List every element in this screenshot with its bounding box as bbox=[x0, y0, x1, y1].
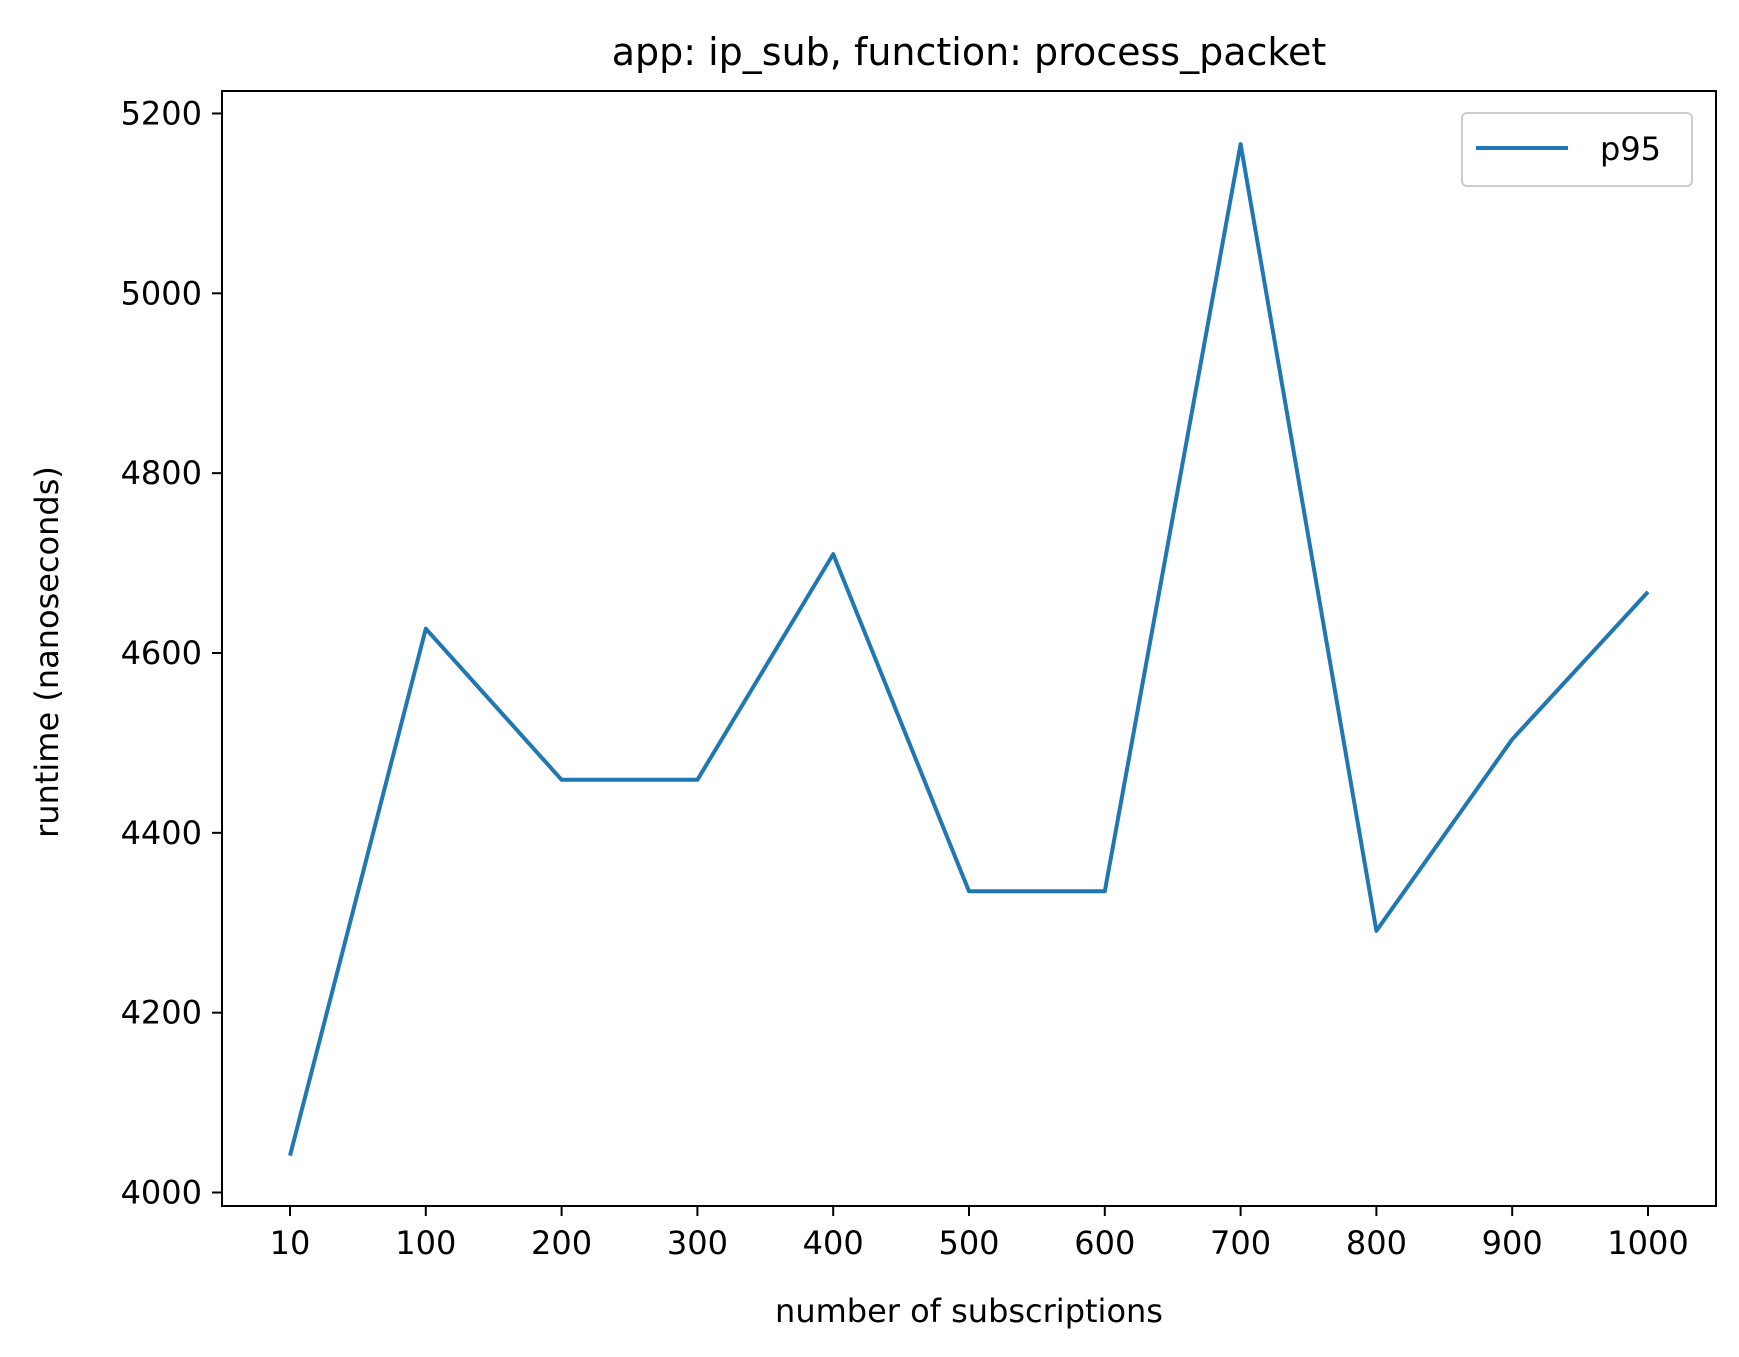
x-tick-label: 900 bbox=[1482, 1224, 1543, 1262]
y-axis-label: runtime (nanoseconds) bbox=[28, 466, 66, 838]
series-layer bbox=[288, 142, 1650, 1157]
y-tick-label: 5000 bbox=[121, 274, 202, 312]
x-tick-label: 700 bbox=[1210, 1224, 1271, 1262]
x-tick-label: 100 bbox=[395, 1224, 456, 1262]
x-tick-label: 500 bbox=[938, 1224, 999, 1262]
x-axis: 10 100 200 300 400 500 600 700 800 900 1000 bbox=[270, 1206, 1689, 1262]
y-tick-label: 4200 bbox=[121, 994, 202, 1032]
y-tick-label: 4000 bbox=[121, 1174, 202, 1212]
y-tick-label: 4600 bbox=[121, 634, 202, 672]
x-tick-label: 400 bbox=[803, 1224, 864, 1262]
x-tick-label: 1000 bbox=[1607, 1224, 1688, 1262]
legend-label-p95: p95 bbox=[1600, 130, 1661, 168]
x-tick-label: 10 bbox=[270, 1224, 311, 1262]
y-tick-label: 5200 bbox=[121, 94, 202, 132]
x-axis-label: number of subscriptions bbox=[775, 1292, 1163, 1330]
x-tick-label: 300 bbox=[667, 1224, 728, 1262]
x-tick-label: 200 bbox=[531, 1224, 592, 1262]
legend: p95 bbox=[1461, 112, 1693, 187]
y-axis: 4000 4200 4400 4600 4800 5000 5200 bbox=[121, 94, 222, 1212]
x-tick-label: 600 bbox=[1074, 1224, 1135, 1262]
legend-box bbox=[1461, 112, 1693, 187]
x-tick-label: 800 bbox=[1346, 1224, 1407, 1262]
y-tick-label: 4400 bbox=[121, 814, 202, 852]
y-tick-label: 4800 bbox=[121, 454, 202, 492]
chart-title: app: ip_sub, function: process_packet bbox=[612, 30, 1327, 74]
